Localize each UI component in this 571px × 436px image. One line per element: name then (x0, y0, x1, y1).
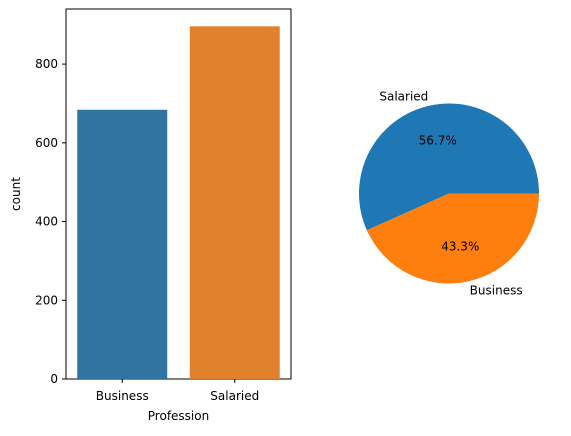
y-tick-label: 400 (35, 215, 58, 229)
bar-salaried (189, 26, 280, 379)
pie-slice-business (366, 193, 539, 284)
y-tick-label: 200 (35, 293, 58, 307)
x-tick-label: Business (96, 389, 149, 403)
bar-plot-area (65, 8, 292, 380)
pie-percent-label: 56.7% (419, 134, 457, 148)
bar-chart: 0 200 400 600 800 Business Salaried Professio… (9, 8, 292, 423)
pie-label: Salaried (379, 90, 428, 104)
x-tick-label: Salaried (210, 389, 259, 403)
y-axis-label: count (9, 177, 23, 211)
bar-business (77, 109, 168, 379)
y-tick-label: 600 (35, 136, 58, 150)
pie-chart: Salaried 56.7% Business 43.3% (359, 90, 539, 297)
x-axis-label: Profession (148, 409, 209, 423)
pie-percent-label: 43.3% (441, 239, 479, 253)
pie-slice-salaried (359, 103, 539, 231)
y-tick-label: 0 (50, 372, 58, 386)
y-tick-label: 800 (35, 57, 58, 71)
pie-label: Business (470, 283, 523, 297)
